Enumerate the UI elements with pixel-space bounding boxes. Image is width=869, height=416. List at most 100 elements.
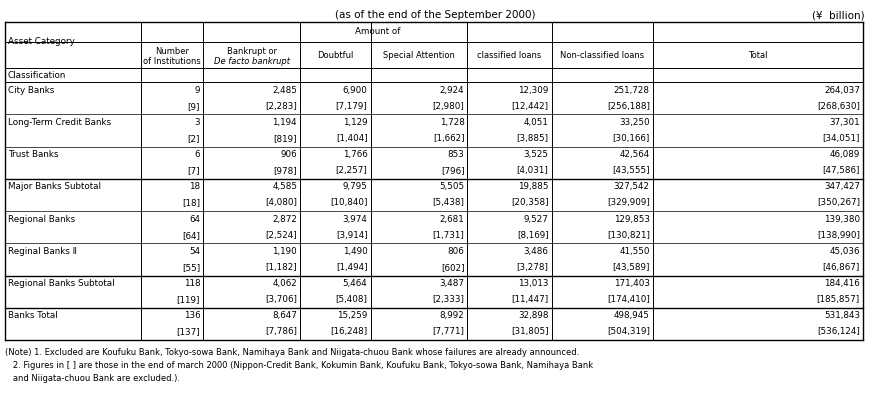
Text: [4,031]: [4,031] <box>516 166 548 175</box>
Text: [2,257]: [2,257] <box>335 166 367 175</box>
Text: [2,980]: [2,980] <box>432 102 464 111</box>
Text: [978]: [978] <box>273 166 297 175</box>
Text: [4,080]: [4,080] <box>265 198 297 208</box>
Text: Banks Total: Banks Total <box>8 311 57 320</box>
Text: [329,909]: [329,909] <box>607 198 649 208</box>
Text: [268,630]: [268,630] <box>816 102 859 111</box>
Text: [796]: [796] <box>441 166 464 175</box>
Text: Classification: Classification <box>8 70 66 79</box>
Text: 2,924: 2,924 <box>440 86 464 94</box>
Text: 139,380: 139,380 <box>823 215 859 223</box>
Text: [174,410]: [174,410] <box>607 295 649 304</box>
Text: 853: 853 <box>447 150 464 159</box>
Text: [3,914]: [3,914] <box>335 231 367 240</box>
Text: 1,190: 1,190 <box>272 247 297 256</box>
Text: 32,898: 32,898 <box>517 311 548 320</box>
Text: [819]: [819] <box>273 134 297 143</box>
Text: 46,089: 46,089 <box>829 150 859 159</box>
Text: 806: 806 <box>448 247 464 256</box>
Text: 3: 3 <box>195 118 200 127</box>
Text: Trust Banks: Trust Banks <box>8 150 58 159</box>
Text: [130,821]: [130,821] <box>606 231 649 240</box>
Text: (Note) 1. Excluded are Koufuku Bank, Tokyo-sowa Bank, Namihaya Bank and Niigata-: (Note) 1. Excluded are Koufuku Bank, Tok… <box>5 348 579 357</box>
Text: Asset Category: Asset Category <box>8 37 75 45</box>
Text: 184,416: 184,416 <box>823 279 859 288</box>
Text: 33,250: 33,250 <box>619 118 649 127</box>
Text: and Niigata-chuou Bank are excluded.).: and Niigata-chuou Bank are excluded.). <box>5 374 180 383</box>
Text: 6: 6 <box>195 150 200 159</box>
Text: 64: 64 <box>189 215 200 223</box>
Text: Reginal Banks Ⅱ: Reginal Banks Ⅱ <box>8 247 77 256</box>
Text: [5,408]: [5,408] <box>335 295 367 304</box>
Text: [137]: [137] <box>176 327 200 337</box>
Text: 2,872: 2,872 <box>272 215 297 223</box>
Text: 54: 54 <box>189 247 200 256</box>
Text: [7,179]: [7,179] <box>335 102 367 111</box>
Text: 9,795: 9,795 <box>342 182 367 191</box>
Text: Regional Banks Subtotal: Regional Banks Subtotal <box>8 279 115 288</box>
Text: 327,542: 327,542 <box>614 182 649 191</box>
Text: Number: Number <box>155 47 189 55</box>
Text: classified loans: classified loans <box>477 50 541 59</box>
Text: [3,278]: [3,278] <box>516 263 548 272</box>
Text: 2. Figures in [ ] are those in the end of march 2000 (Nippon-Credit Bank, Kokumi: 2. Figures in [ ] are those in the end o… <box>5 361 593 370</box>
Text: [30,166]: [30,166] <box>612 134 649 143</box>
Text: 19,885: 19,885 <box>517 182 548 191</box>
Text: (¥  billion): (¥ billion) <box>812 10 864 20</box>
Text: [46,867]: [46,867] <box>822 263 859 272</box>
Text: 264,037: 264,037 <box>823 86 859 94</box>
Text: Regional Banks: Regional Banks <box>8 215 75 223</box>
Text: [602]: [602] <box>441 263 464 272</box>
Text: [7]: [7] <box>188 166 200 175</box>
Text: 1,728: 1,728 <box>439 118 464 127</box>
Text: 2,485: 2,485 <box>272 86 297 94</box>
Text: 5,464: 5,464 <box>342 279 367 288</box>
Text: [64]: [64] <box>182 231 200 240</box>
Text: 5,505: 5,505 <box>439 182 464 191</box>
Text: [350,267]: [350,267] <box>816 198 859 208</box>
Text: 171,403: 171,403 <box>614 279 649 288</box>
Text: 118: 118 <box>183 279 200 288</box>
Text: [7,771]: [7,771] <box>432 327 464 337</box>
Text: Long-Term Credit Banks: Long-Term Credit Banks <box>8 118 111 127</box>
Text: [119]: [119] <box>176 295 200 304</box>
Text: [9]: [9] <box>188 102 200 111</box>
Text: 129,853: 129,853 <box>614 215 649 223</box>
Text: 1,194: 1,194 <box>272 118 297 127</box>
Text: [2,333]: [2,333] <box>432 295 464 304</box>
Text: 531,843: 531,843 <box>823 311 859 320</box>
Text: 136: 136 <box>183 311 200 320</box>
Text: [12,442]: [12,442] <box>511 102 548 111</box>
Text: 3,974: 3,974 <box>342 215 367 223</box>
Text: 1,129: 1,129 <box>342 118 367 127</box>
Text: Doubtful: Doubtful <box>317 50 353 59</box>
Text: [34,051]: [34,051] <box>821 134 859 143</box>
Text: De facto bankrupt: De facto bankrupt <box>214 57 289 65</box>
Text: [8,169]: [8,169] <box>516 231 548 240</box>
Text: 1,766: 1,766 <box>342 150 367 159</box>
Text: [2]: [2] <box>188 134 200 143</box>
Text: 347,427: 347,427 <box>823 182 859 191</box>
Text: 6,900: 6,900 <box>342 86 367 94</box>
Text: 45,036: 45,036 <box>828 247 859 256</box>
Text: [536,124]: [536,124] <box>816 327 859 337</box>
Text: [10,840]: [10,840] <box>329 198 367 208</box>
Text: 8,647: 8,647 <box>272 311 297 320</box>
Text: Amount of: Amount of <box>355 27 400 37</box>
Text: 498,945: 498,945 <box>614 311 649 320</box>
Text: [43,589]: [43,589] <box>612 263 649 272</box>
Text: [2,283]: [2,283] <box>265 102 297 111</box>
Text: [504,319]: [504,319] <box>606 327 649 337</box>
Text: [185,857]: [185,857] <box>816 295 859 304</box>
Text: [2,524]: [2,524] <box>265 231 297 240</box>
Text: [1,662]: [1,662] <box>433 134 464 143</box>
Text: [47,586]: [47,586] <box>821 166 859 175</box>
Text: [3,706]: [3,706] <box>265 295 297 304</box>
Text: [55]: [55] <box>182 263 200 272</box>
Text: 251,728: 251,728 <box>614 86 649 94</box>
Text: [11,447]: [11,447] <box>511 295 548 304</box>
Text: 4,062: 4,062 <box>272 279 297 288</box>
Text: [16,248]: [16,248] <box>330 327 367 337</box>
Text: 37,301: 37,301 <box>828 118 859 127</box>
Text: [138,990]: [138,990] <box>816 231 859 240</box>
